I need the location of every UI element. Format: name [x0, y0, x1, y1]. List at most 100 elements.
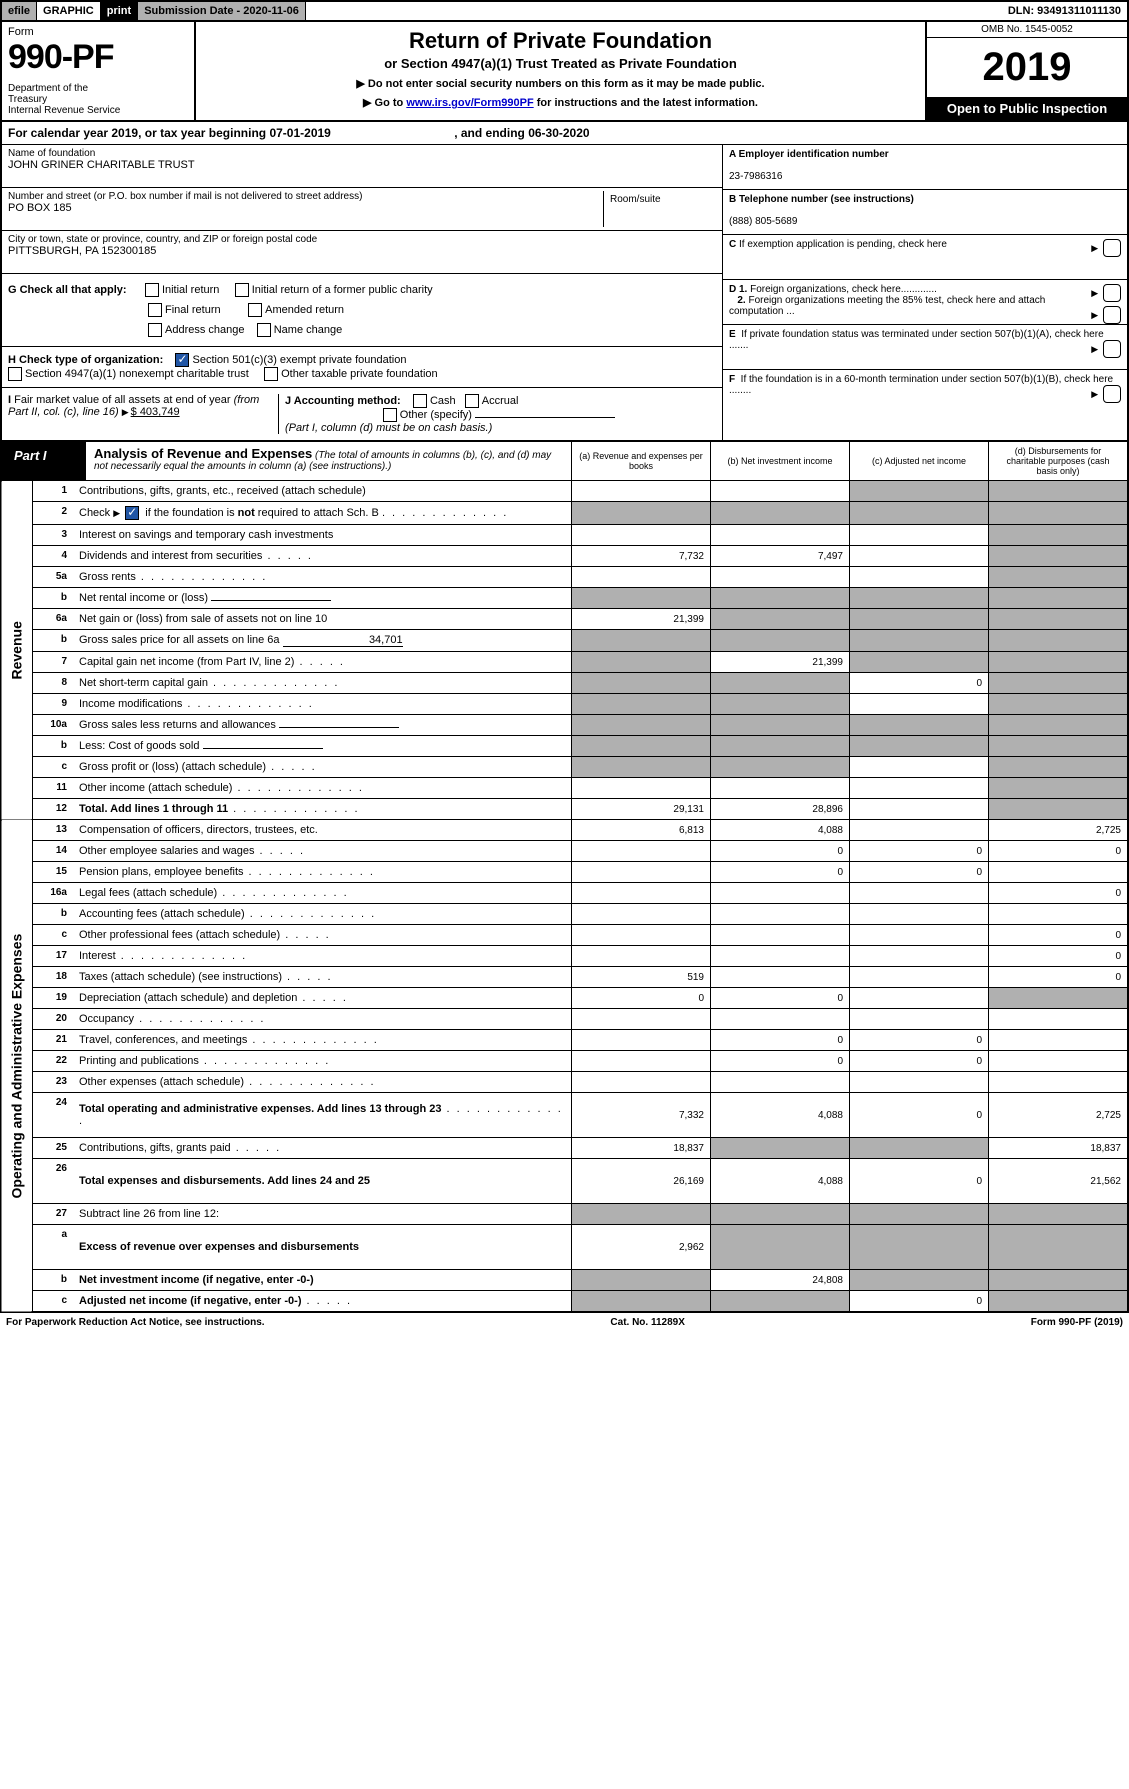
col-c-value [850, 883, 989, 904]
d1-checkbox[interactable] [1103, 284, 1121, 302]
table-row: 14Other employee salaries and wages000 [1, 841, 1128, 862]
col-b-value [711, 715, 850, 736]
col-b-value: 0 [711, 862, 850, 883]
line-number: 8 [33, 673, 74, 694]
line-description: Legal fees (attach schedule) [73, 883, 572, 904]
name-change-checkbox[interactable] [257, 323, 271, 337]
cal-begin: 07-01-2019 [269, 126, 330, 140]
g-amended: Amended return [265, 304, 344, 316]
line-number: b [33, 736, 74, 757]
line-description: Compensation of officers, directors, tru… [73, 820, 572, 841]
form-subtitle: or Section 4947(a)(1) Trust Treated as P… [202, 56, 919, 71]
col-d-value [989, 567, 1129, 588]
h-section: H Check type of organization: Section 50… [2, 347, 722, 388]
col-c-value [850, 946, 989, 967]
instruction-1: ▶ Do not enter social security numbers o… [202, 77, 919, 90]
h-other: Other taxable private foundation [281, 368, 438, 380]
4947-checkbox[interactable] [8, 367, 22, 381]
initial-return-checkbox[interactable] [145, 283, 159, 297]
table-row: 5aGross rents [1, 567, 1128, 588]
col-d-value [989, 757, 1129, 778]
address-row: Number and street (or P.O. box number if… [2, 188, 722, 231]
col-d-value: 0 [989, 841, 1129, 862]
col-b-value [711, 630, 850, 652]
line-description: Interest [73, 946, 572, 967]
col-c-value [850, 1225, 989, 1270]
line-number: b [33, 588, 74, 609]
line-description: Check if the foundation is not required … [73, 502, 572, 525]
amended-return-checkbox[interactable] [248, 303, 262, 317]
col-a-value [572, 862, 711, 883]
col-a-value: 6,813 [572, 820, 711, 841]
line-number: 11 [33, 778, 74, 799]
addr-change-checkbox[interactable] [148, 323, 162, 337]
initial-former-checkbox[interactable] [235, 283, 249, 297]
footer-right: Form 990-PF (2019) [1031, 1317, 1123, 1328]
col-b-value [711, 967, 850, 988]
line-number: 3 [33, 525, 74, 546]
accrual-checkbox[interactable] [465, 394, 479, 408]
col-c-value: 0 [850, 1159, 989, 1204]
table-row: 18Taxes (attach schedule) (see instructi… [1, 967, 1128, 988]
col-b-value [711, 904, 850, 925]
line-description: Net gain or (loss) from sale of assets n… [73, 609, 572, 630]
col-d-value [989, 481, 1129, 502]
col-d-value [989, 1051, 1129, 1072]
h-4947: Section 4947(a)(1) nonexempt charitable … [25, 368, 249, 380]
line-number: 16a [33, 883, 74, 904]
header-center: Return of Private Foundation or Section … [196, 22, 925, 120]
line-description: Adjusted net income (if negative, enter … [73, 1291, 572, 1313]
table-row: 16aLegal fees (attach schedule)0 [1, 883, 1128, 904]
col-d-value [989, 1270, 1129, 1291]
col-c-value [850, 967, 989, 988]
other-method-checkbox[interactable] [383, 408, 397, 422]
print-button[interactable]: print [101, 2, 138, 20]
line-description: Gross sales price for all assets on line… [73, 630, 572, 652]
col-a-value [572, 757, 711, 778]
col-c-value [850, 1072, 989, 1093]
part1-title: Analysis of Revenue and Expenses [94, 446, 312, 461]
other-taxable-checkbox[interactable] [264, 367, 278, 381]
e-checkbox[interactable] [1103, 340, 1121, 358]
col-b-value: 4,088 [711, 1093, 850, 1138]
c-checkbox[interactable] [1103, 239, 1121, 257]
table-row: 10aGross sales less returns and allowanc… [1, 715, 1128, 736]
irs-link[interactable]: www.irs.gov/Form990PF [406, 97, 533, 109]
col-c-value: 0 [850, 1030, 989, 1051]
final-return-checkbox[interactable] [148, 303, 162, 317]
info-grid: Name of foundation JOHN GRINER CHARITABL… [0, 145, 1129, 442]
col-c-value [850, 904, 989, 925]
sch-b-checkbox[interactable] [125, 506, 139, 520]
col-b-value: 0 [711, 1030, 850, 1051]
col-a-value [572, 588, 711, 609]
table-row: 2Check if the foundation is not required… [1, 502, 1128, 525]
col-c-value [850, 736, 989, 757]
col-b-value [711, 883, 850, 904]
501c3-checkbox[interactable] [175, 353, 189, 367]
col-b-value [711, 736, 850, 757]
col-d-value [989, 652, 1129, 673]
col-a-value [572, 1009, 711, 1030]
table-row: 25Contributions, gifts, grants paid18,83… [1, 1138, 1128, 1159]
col-d-value [989, 862, 1129, 883]
line-description: Capital gain net income (from Part IV, l… [73, 652, 572, 673]
line-number: 24 [33, 1093, 74, 1138]
info-left: Name of foundation JOHN GRINER CHARITABL… [2, 145, 722, 440]
line-description: Dividends and interest from securities [73, 546, 572, 567]
cal-mid: , and ending [454, 126, 528, 140]
revenue-side-label: Revenue [1, 481, 33, 820]
line-number: 20 [33, 1009, 74, 1030]
table-row: bLess: Cost of goods sold [1, 736, 1128, 757]
line-description: Printing and publications [73, 1051, 572, 1072]
foundation-name: JOHN GRINER CHARITABLE TRUST [8, 159, 716, 171]
col-d-value [989, 525, 1129, 546]
table-row: 27Subtract line 26 from line 12: [1, 1204, 1128, 1225]
efile-label: efile [2, 2, 37, 20]
col-b-value [711, 757, 850, 778]
cash-checkbox[interactable] [413, 394, 427, 408]
col-b-value [711, 609, 850, 630]
col-d-value [989, 1009, 1129, 1030]
f-checkbox[interactable] [1103, 385, 1121, 403]
ij-section: I Fair market value of all assets at end… [2, 388, 722, 440]
d2-checkbox[interactable] [1103, 306, 1121, 324]
